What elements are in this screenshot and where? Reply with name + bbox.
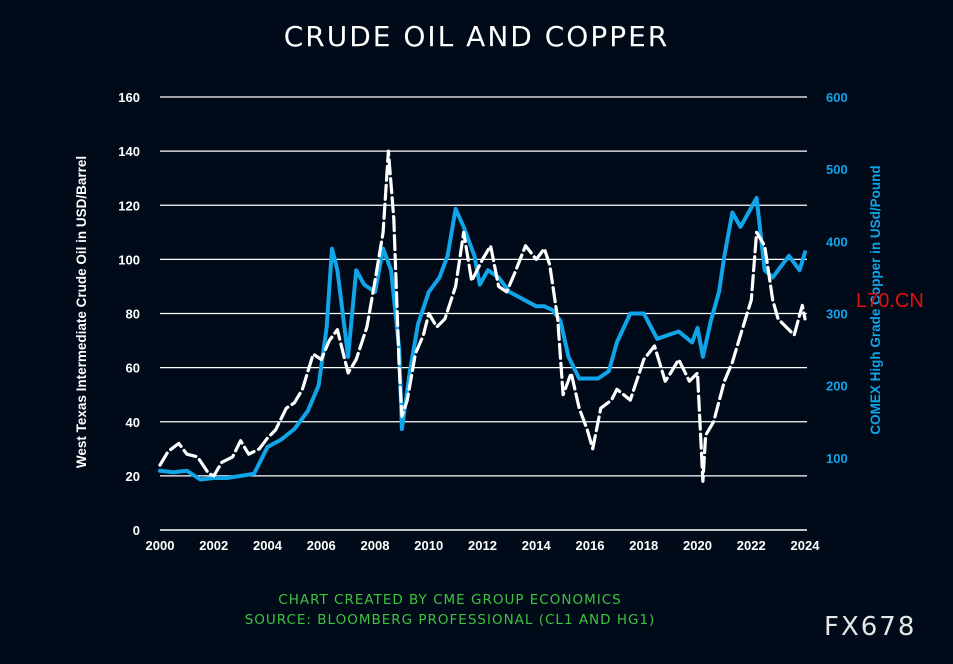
- y-tick-label: 140: [118, 144, 140, 159]
- y-tick-label: 0: [133, 523, 140, 538]
- x-tick-label: 2022: [737, 538, 766, 553]
- x-tick-label: 2010: [414, 538, 443, 553]
- watermark-logo: FX678: [824, 612, 917, 642]
- y2-tick-label: 600: [826, 90, 848, 105]
- y-tick-label: 100: [118, 252, 140, 267]
- x-tick-label: 2016: [576, 538, 605, 553]
- x-tick-label: 2000: [146, 538, 175, 553]
- y-tick-label: 120: [118, 198, 140, 213]
- copper-series-line: [158, 196, 807, 482]
- x-tick-label: 2014: [522, 538, 552, 553]
- x-tick-label: 2012: [468, 538, 497, 553]
- x-tick-label: 2002: [199, 538, 228, 553]
- y2-tick-label: 400: [826, 234, 848, 249]
- footer-credit: CHART CREATED BY CME GROUP ECONOMICS: [278, 592, 622, 608]
- y-tick-label: 20: [126, 469, 140, 484]
- x-tick-label: 2020: [683, 538, 712, 553]
- y-tick-label: 160: [118, 90, 140, 105]
- oil-series-line: [158, 149, 807, 483]
- x-tick-label: 2006: [307, 538, 336, 553]
- y-tick-label: 80: [126, 307, 140, 322]
- footer-source: SOURCE: BLOOMBERG PROFESSIONAL (CL1 AND …: [244, 612, 656, 628]
- x-tick-label: 2024: [791, 538, 821, 553]
- y2-tick-label: 200: [826, 379, 848, 394]
- x-tick-label: 2008: [361, 538, 390, 553]
- y-tick-label: 40: [126, 415, 140, 430]
- y2-tick-label: 100: [826, 451, 848, 466]
- x-tick-label: 2018: [629, 538, 658, 553]
- chart-title: CRUDE OIL AND COPPER: [283, 20, 670, 53]
- y2-tick-label: 500: [826, 162, 848, 177]
- x-tick-label: 2004: [253, 538, 283, 553]
- y2-axis-title: COMEX High Grade Copper in USd/Pound: [868, 165, 883, 434]
- y2-tick-label: 300: [826, 307, 848, 322]
- y-tick-label: 60: [126, 361, 140, 376]
- stamp-overlay: L70.CN: [856, 290, 924, 312]
- y-axis-title: West Texas Intermediate Crude Oil in USD…: [74, 156, 89, 468]
